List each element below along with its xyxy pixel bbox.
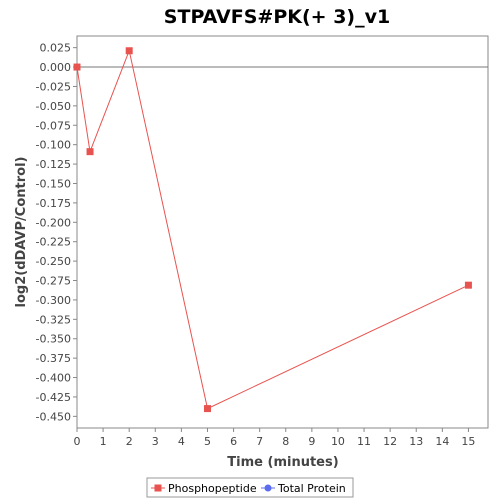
x-tick-label: 14 <box>435 435 449 448</box>
data-point <box>464 281 472 289</box>
x-tick-label: 5 <box>204 435 211 448</box>
x-tick-label: 6 <box>230 435 237 448</box>
x-tick-label: 10 <box>331 435 345 448</box>
x-tick-label: 4 <box>178 435 185 448</box>
legend-box <box>146 477 354 498</box>
x-tick-label: 0 <box>74 435 81 448</box>
y-tick-label: -0.175 <box>36 197 71 210</box>
data-point <box>73 63 81 71</box>
data-point <box>203 405 211 413</box>
plot-area <box>76 35 489 429</box>
y-axis: 0.025 0.000 -0.025 -0.050 -0.075 -0.100 -0.125… <box>36 42 77 423</box>
y-tick-label: -0.200 <box>36 216 71 229</box>
x-axis: 0 1 2 3 4 5 6 7 8 9 10 11 12 13 14 15 <box>74 428 475 448</box>
x-axis-label: Time (minutes) <box>227 455 338 470</box>
y-axis-label: log2(dDAVP/Control) <box>14 157 29 308</box>
y-tick-label: -0.375 <box>36 352 71 365</box>
y-tick-label: -0.225 <box>36 236 71 249</box>
y-tick-label: 0.000 <box>40 61 72 74</box>
legend-marker-circle <box>264 484 272 492</box>
y-tick-label: -0.100 <box>36 139 71 152</box>
series-layer <box>73 47 472 413</box>
y-tick-label: -0.250 <box>36 255 71 268</box>
x-tick-label: 13 <box>409 435 423 448</box>
y-tick-label: -0.350 <box>36 333 71 346</box>
legend-label: Total Protein <box>277 482 346 495</box>
chart-title: STPAVFS#PK(+ 3)_v1 <box>164 6 390 28</box>
x-tick-label: 8 <box>282 435 289 448</box>
legend: Phosphopeptide Total Protein <box>146 477 354 498</box>
x-tick-label: 1 <box>100 435 107 448</box>
y-tick-label: -0.025 <box>36 80 71 93</box>
y-tick-label: -0.300 <box>36 294 71 307</box>
legend-marker-square <box>154 484 162 492</box>
x-tick-label: 3 <box>152 435 159 448</box>
y-tick-label: -0.425 <box>36 391 71 404</box>
data-point <box>125 47 133 55</box>
y-tick-label: -0.275 <box>36 275 71 288</box>
y-tick-label: -0.050 <box>36 100 71 113</box>
y-tick-label: -0.450 <box>36 410 71 423</box>
x-tick-label: 9 <box>308 435 315 448</box>
data-point <box>86 148 94 156</box>
legend-label: Phosphopeptide <box>168 482 257 495</box>
y-tick-label: -0.400 <box>36 372 71 385</box>
x-tick-label: 7 <box>256 435 263 448</box>
y-tick-label: -0.125 <box>36 158 71 171</box>
x-tick-label: 11 <box>357 435 371 448</box>
y-tick-label: -0.075 <box>36 119 71 132</box>
y-tick-label: 0.025 <box>40 42 72 55</box>
x-tick-label: 2 <box>126 435 133 448</box>
x-tick-label: 15 <box>461 435 475 448</box>
y-tick-label: -0.325 <box>36 313 71 326</box>
x-tick-label: 12 <box>383 435 397 448</box>
y-tick-label: -0.150 <box>36 177 71 190</box>
